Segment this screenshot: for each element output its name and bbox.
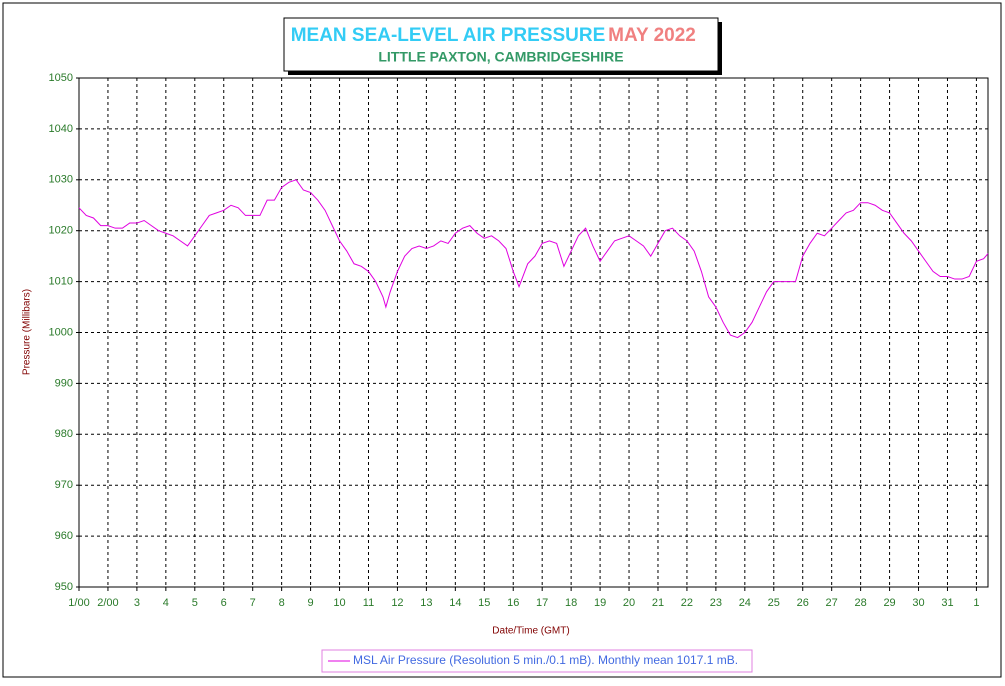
x-tick-label: 18 xyxy=(565,597,577,609)
x-tick-label: 15 xyxy=(478,597,490,609)
x-tick-label: 16 xyxy=(507,597,519,609)
x-tick-label: 4 xyxy=(163,597,169,609)
x-tick-label: 22 xyxy=(681,597,693,609)
x-tick-label: 29 xyxy=(883,597,895,609)
plot-border xyxy=(78,77,989,588)
x-tick-label: 10 xyxy=(333,597,345,609)
y-tick-label: 1030 xyxy=(49,174,73,186)
x-tick-label: 1/00 xyxy=(68,597,89,609)
x-tick-label: 24 xyxy=(739,597,751,609)
x-tick-label: 20 xyxy=(623,597,635,609)
y-axis-label: Pressure (Millibars) xyxy=(22,289,33,375)
x-tick-label: 28 xyxy=(854,597,866,609)
y-tick-label: 990 xyxy=(55,377,73,389)
line-series xyxy=(78,179,989,339)
x-tick-label: 2/00 xyxy=(97,597,118,609)
legend-box xyxy=(321,649,753,673)
x-tick-label: 6 xyxy=(221,597,227,609)
x-tick-label: 14 xyxy=(449,597,461,609)
y-tick-label: 1020 xyxy=(49,225,73,237)
x-tick-label: 9 xyxy=(308,597,314,609)
x-tick-label: 26 xyxy=(797,597,809,609)
x-tick-label: 25 xyxy=(768,597,780,609)
y-tick-label: 1000 xyxy=(49,326,73,338)
x-tick-label: 21 xyxy=(652,597,664,609)
x-tick-label: 31 xyxy=(941,597,953,609)
y-tick-label: 1010 xyxy=(49,276,73,288)
y-tick-label: 1040 xyxy=(49,123,73,135)
plot-area xyxy=(78,77,989,588)
title-box xyxy=(283,17,719,72)
x-tick-label: 8 xyxy=(279,597,285,609)
chart-subtitle: LITTLE PAXTON, CAMBRIDGESHIRE xyxy=(378,49,623,65)
x-tick-label: 13 xyxy=(420,597,432,609)
y-tick-label: 950 xyxy=(55,581,73,593)
x-tick-label: 11 xyxy=(363,597,374,609)
x-tick-label: 12 xyxy=(391,597,403,609)
x-tick-label: 3 xyxy=(134,597,140,609)
x-tick-label: 17 xyxy=(536,597,548,609)
x-axis-label: Date/Time (GMT) xyxy=(492,626,569,637)
x-tick-label: 30 xyxy=(912,597,924,609)
x-tick-label: 27 xyxy=(826,597,838,609)
chart-title-date: MAY 2022 xyxy=(608,25,696,46)
x-tick-label: 23 xyxy=(710,597,722,609)
x-tick-label: 1 xyxy=(973,597,979,609)
legend-label: MSL Air Pressure (Resolution 5 min./0.1 … xyxy=(353,653,738,667)
x-tick-label: 5 xyxy=(192,597,198,609)
y-tick-label: 980 xyxy=(55,428,73,440)
y-tick-label: 960 xyxy=(55,530,73,542)
y-tick-label: 970 xyxy=(55,479,73,491)
y-tick-label: 1050 xyxy=(49,72,73,84)
x-tick-label: 19 xyxy=(594,597,606,609)
x-tick-label: 7 xyxy=(250,597,256,609)
chart-title: MEAN SEA-LEVEL AIR PRESSURE xyxy=(291,25,606,46)
